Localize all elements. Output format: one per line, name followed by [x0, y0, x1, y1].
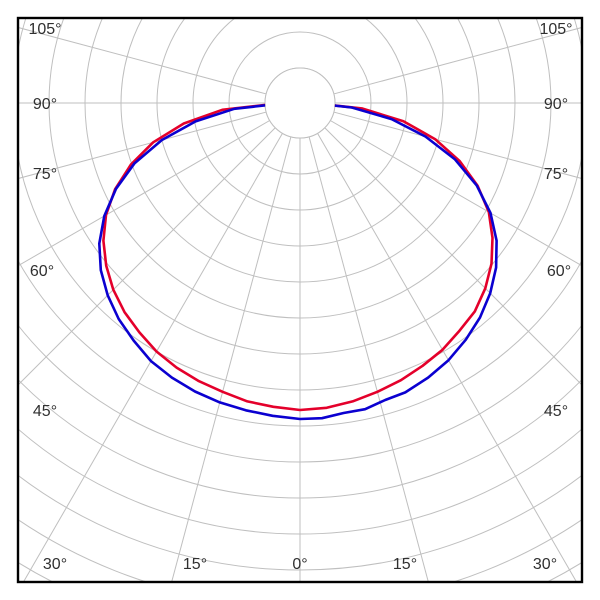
angle-label: 75° [544, 166, 568, 184]
angle-label: 105° [28, 21, 61, 39]
angle-label: 30° [533, 556, 557, 574]
angle-label: 15° [183, 556, 207, 574]
angle-label: 75° [33, 166, 57, 184]
angle-label: 0° [292, 556, 307, 574]
angle-label: 90° [33, 96, 57, 114]
angle-label: 15° [393, 556, 417, 574]
angle-label: 45° [544, 403, 568, 421]
angle-label: 45° [33, 403, 57, 421]
polar-chart-svg [0, 0, 600, 600]
angle-label: 60° [30, 263, 54, 281]
polar-chart: 105° 90° 75° 60° 45° 30° 15° 0° 15° 30° 45° 60° 75° 9… [0, 0, 600, 600]
angle-label: 105° [539, 21, 572, 39]
angle-label: 60° [547, 263, 571, 281]
angle-label: 90° [544, 96, 568, 114]
angle-label: 30° [43, 556, 67, 574]
